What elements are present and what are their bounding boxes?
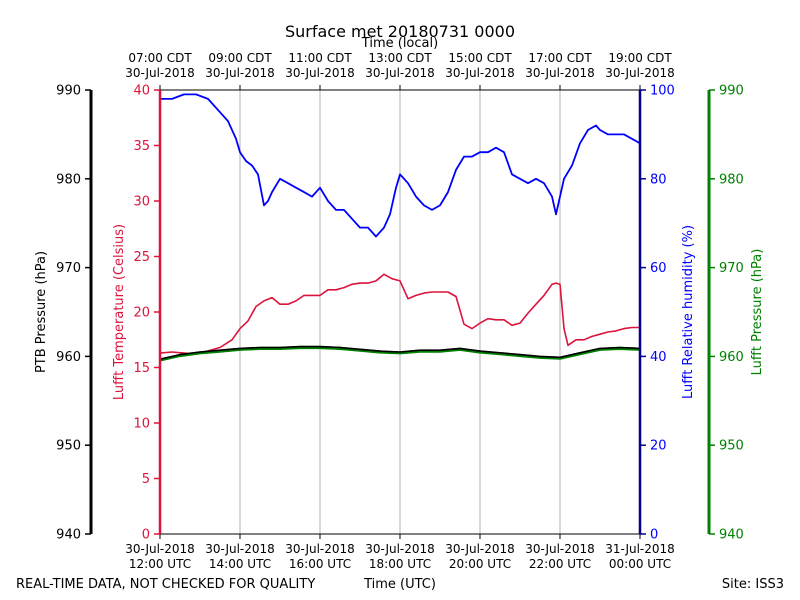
local-tick-date-1: 30-Jul-2018 — [205, 66, 275, 80]
utc-tick-time-1: 14:00 UTC — [209, 557, 271, 571]
temperature-tick-label-25: 25 — [133, 250, 150, 265]
temperature-series-line — [159, 273, 640, 356]
utc-tick-time-0: 12:00 UTC — [129, 557, 191, 571]
local-tick-date-3: 30-Jul-2018 — [365, 66, 435, 80]
ptb-pressure-tick-label-990: 990 — [56, 84, 81, 99]
utc-tick-date-5: 30-Jul-2018 — [525, 542, 595, 556]
utc-tick-time-3: 18:00 UTC — [369, 557, 431, 571]
lufft-pressure-tick-label-970: 970 — [719, 261, 744, 276]
utc-tick-date-1: 30-Jul-2018 — [205, 542, 275, 556]
utc-tick-date-2: 30-Jul-2018 — [285, 542, 355, 556]
ptb-pressure-tick-label-950: 950 — [56, 439, 81, 454]
utc-tick-date-6: 31-Jul-2018 — [605, 542, 675, 556]
ptb-pressure-tick-label-980: 980 — [56, 172, 81, 187]
local-tick-time-4: 15:00 CDT — [448, 51, 512, 65]
footer-right: Site: ISS3 — [722, 577, 784, 592]
humidity-tick-label-0: 0 — [650, 528, 658, 543]
ptb-pressure-series-line — [159, 345, 641, 360]
temperature-tick-label-35: 35 — [133, 139, 150, 154]
local-tick-time-2: 11:00 CDT — [288, 51, 352, 65]
lufft-pressure-tick-label-980: 980 — [719, 172, 744, 187]
temperature-tick-label-30: 30 — [133, 195, 150, 210]
lufft-pressure-tick-label-960: 960 — [719, 350, 744, 365]
utc-tick-time-4: 20:00 UTC — [449, 557, 511, 571]
local-tick-time-6: 19:00 CDT — [608, 51, 672, 65]
grid — [239, 90, 561, 534]
utc-tick-date-3: 30-Jul-2018 — [365, 542, 435, 556]
utc-tick-date-4: 30-Jul-2018 — [445, 542, 515, 556]
temperature-tick-label-10: 10 — [133, 417, 150, 432]
temperature-tick-label-40: 40 — [133, 84, 150, 99]
humidity-tick-label-20: 20 — [650, 439, 667, 454]
humidity-axis-label: Lufft Relative humidity (%) — [681, 225, 696, 399]
utc-tick-time-6: 00:00 UTC — [609, 557, 671, 571]
humidity-tick-label-80: 80 — [650, 172, 667, 187]
humidity-tick-label-40: 40 — [650, 350, 667, 365]
local-tick-date-6: 30-Jul-2018 — [605, 66, 675, 80]
ptb-pressure-tick-label-970: 970 — [56, 261, 81, 276]
ptb-pressure-tick-label-960: 960 — [56, 350, 81, 365]
temperature-axis-label: Lufft Temperature (Celsius) — [112, 224, 127, 400]
temperature-tick-label-0: 0 — [142, 528, 150, 543]
utc-tick-time-2: 16:00 UTC — [289, 557, 351, 571]
footer-left: REAL-TIME DATA, NOT CHECKED FOR QUALITY — [16, 577, 315, 592]
chart-title: Surface met 20180731 0000 — [285, 22, 515, 41]
local-tick-date-0: 30-Jul-2018 — [125, 66, 195, 80]
local-tick-date-2: 30-Jul-2018 — [285, 66, 355, 80]
lufft-pressure-tick-label-940: 940 — [719, 528, 744, 543]
humidity-tick-label-60: 60 — [650, 261, 667, 276]
ptb-pressure-tick-label-940: 940 — [56, 528, 81, 543]
local-tick-time-1: 09:00 CDT — [208, 51, 272, 65]
temperature-tick-label-20: 20 — [133, 306, 150, 321]
ptb-pressure-axis-label: PTB Pressure (hPa) — [34, 251, 49, 373]
local-tick-time-3: 13:00 CDT — [368, 51, 432, 65]
local-tick-date-4: 30-Jul-2018 — [445, 66, 515, 80]
utc-tick-time-5: 22:00 UTC — [529, 557, 591, 571]
humidity-series-line — [160, 93, 641, 238]
local-tick-time-0: 07:00 CDT — [128, 51, 192, 65]
lufft-pressure-axis-label: Lufft Pressure (hPa) — [750, 249, 765, 376]
lufft-pressure-tick-label-990: 990 — [719, 84, 744, 99]
humidity-tick-label-100: 100 — [650, 84, 675, 99]
local-tick-time-5: 17:00 CDT — [528, 51, 592, 65]
top-axis-title: Time (local) — [361, 36, 438, 51]
lufft-pressure-tick-label-950: 950 — [719, 439, 744, 454]
series-layer — [159, 93, 641, 362]
temperature-tick-label-15: 15 — [133, 361, 150, 376]
temperature-tick-label-5: 5 — [142, 472, 150, 487]
local-tick-date-5: 30-Jul-2018 — [525, 66, 595, 80]
utc-tick-date-0: 30-Jul-2018 — [125, 542, 195, 556]
bottom-axis-title: Time (UTC) — [363, 577, 436, 592]
